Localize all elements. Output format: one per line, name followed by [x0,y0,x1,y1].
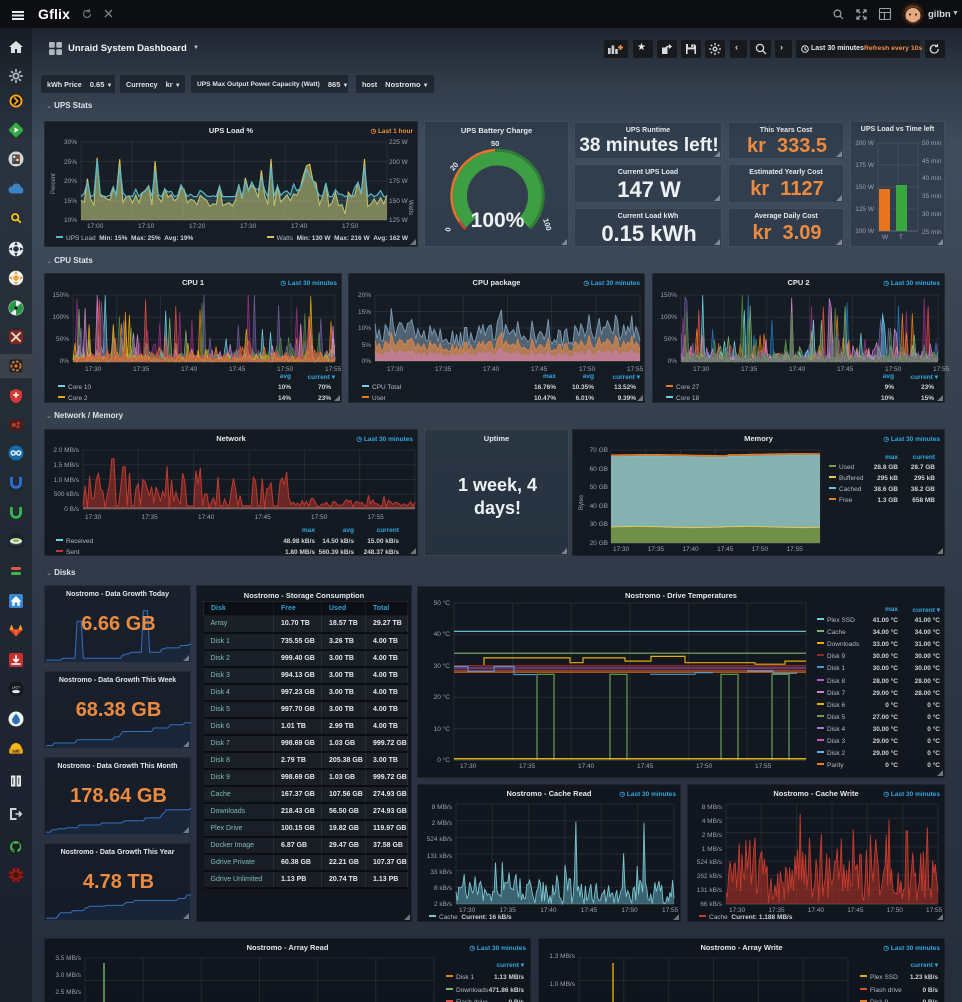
svg-text:sab: sab [12,749,20,754]
svg-text:LAZY: LAZY [12,685,21,689]
